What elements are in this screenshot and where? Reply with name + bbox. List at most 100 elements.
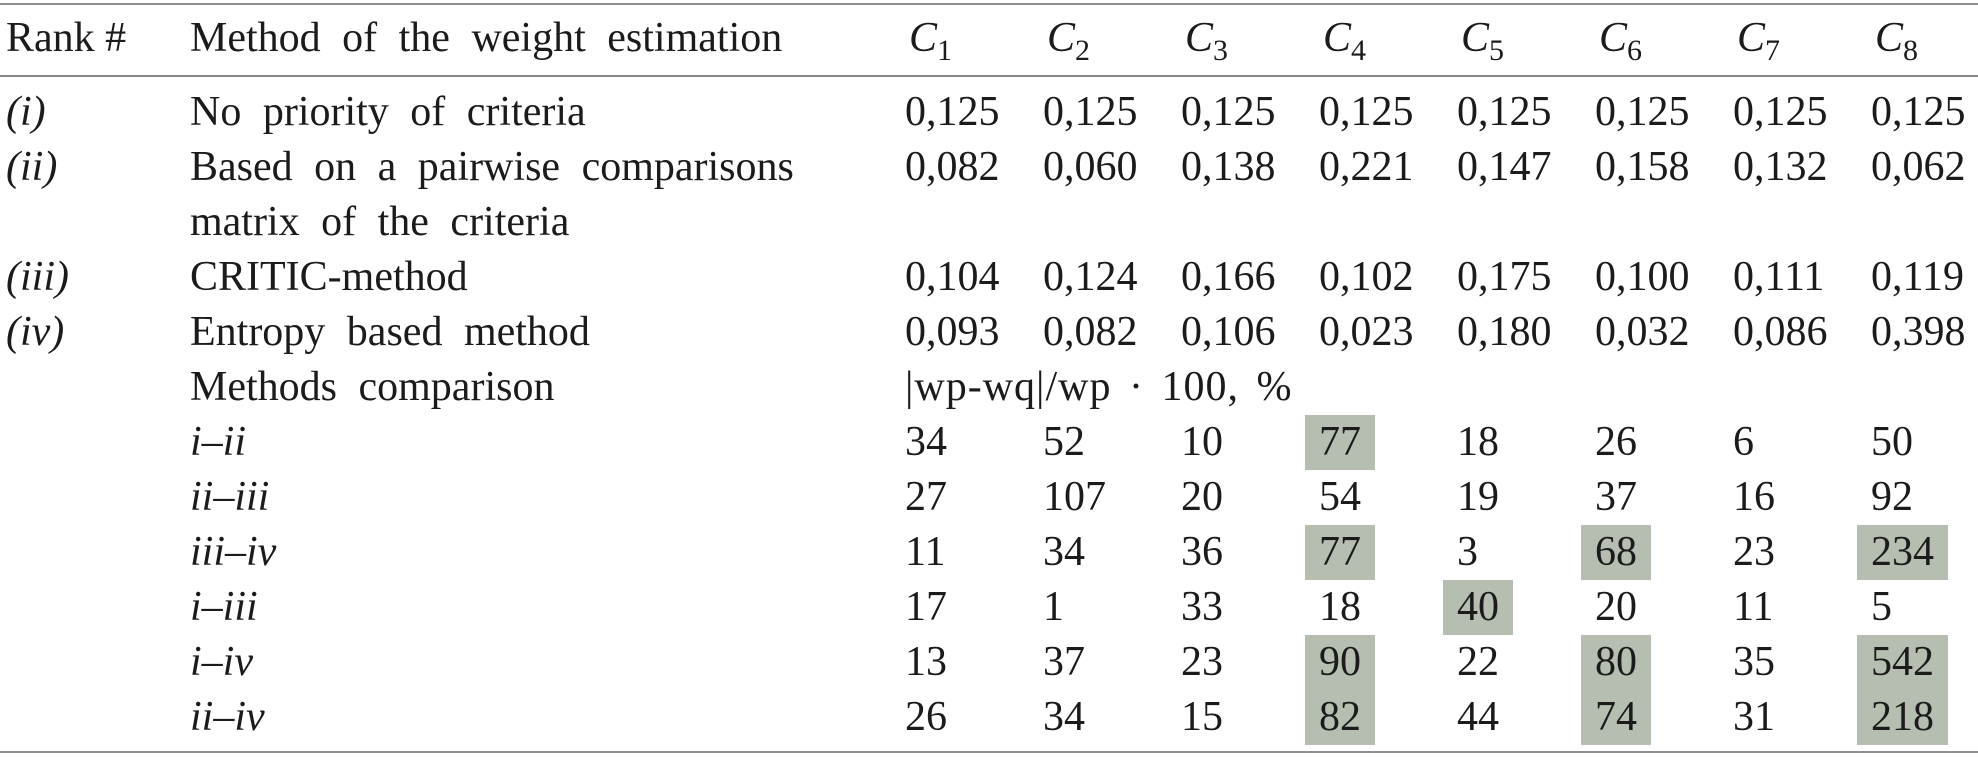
comparison-value-cell-c6: 26 [1595, 419, 1637, 465]
value-cell-c4: 0,221 [1319, 144, 1414, 190]
value-cell-c2: 0,125 [1043, 89, 1138, 135]
highlighted-value: 40 [1443, 580, 1513, 635]
col-header-criterion-6: C6 [1599, 15, 1643, 67]
value-cell-c1: 0,104 [905, 254, 1000, 300]
highlighted-value: 80 [1581, 635, 1651, 690]
value-cell-c7: 0,111 [1733, 254, 1825, 300]
comparison-value-cell-c1: 27 [905, 474, 947, 520]
value-cell-c2: 0,082 [1043, 309, 1138, 355]
value-cell-c6: 0,032 [1595, 309, 1690, 355]
comparison-value-cell-c6: 37 [1595, 474, 1637, 520]
comparison-pair-label: i–iii [190, 584, 258, 630]
value-cell-c4: 0,125 [1319, 89, 1414, 135]
highlighted-value: 82 [1305, 690, 1375, 745]
value-cell-c5: 0,125 [1457, 89, 1552, 135]
col-header-rank: Rank # [6, 15, 127, 61]
comparison-value-cell-c4: 90 [1305, 635, 1457, 690]
comparison-value-cell-c4: 82 [1305, 690, 1457, 745]
value-cell-c6: 0,125 [1595, 89, 1690, 135]
criterion-subscript: 8 [1903, 34, 1919, 67]
rank-cell: (i) [6, 89, 46, 135]
table-row-comparison-4: i–iv 13 37 23 90 22 80 35 542 [0, 635, 1978, 690]
comparison-header-row: Methods comparison |wp-wq|/wp · 100, % [0, 360, 1978, 415]
comparison-value-cell-c8: 234 [1857, 525, 1978, 580]
comparison-value-cell-c5: 40 [1443, 580, 1595, 635]
value-cell-c2: 0,124 [1043, 254, 1138, 300]
comparison-value-cell-c5: 44 [1457, 694, 1499, 740]
value-cell-c6: 0,158 [1595, 144, 1690, 190]
value-cell-c5: 0,175 [1457, 254, 1552, 300]
comparison-value-cell-c6: 20 [1595, 584, 1637, 630]
value-cell-c4: 0,023 [1319, 309, 1414, 355]
table-row-weight-0: (i) No priority of criteria 0,125 0,125 0,12… [0, 85, 1978, 140]
value-cell-c1: 0,125 [905, 89, 1000, 135]
comparison-value-cell-c2: 34 [1043, 694, 1085, 740]
highlighted-value: 74 [1581, 690, 1651, 745]
rank-cell: (iii) [6, 254, 69, 300]
criterion-subscript: 2 [1075, 34, 1091, 67]
comparison-value-cell-c2: 37 [1043, 639, 1085, 685]
value-cell-c1: 0,082 [905, 144, 1000, 190]
comparison-pair-label: i–ii [190, 419, 247, 465]
comparison-value-cell-c7: 11 [1733, 584, 1774, 630]
col-header-criterion-7: C7 [1737, 15, 1781, 67]
comparison-value-cell-c8: 542 [1857, 635, 1978, 690]
table-row-comparison-2: iii–iv 11 34 36 77 3 68 23 234 [0, 525, 1978, 580]
method-cell: No priority of criteria [190, 89, 586, 135]
comparison-value-cell-c5: 19 [1457, 474, 1499, 520]
comparison-label-cell: Methods comparison [190, 364, 555, 410]
comparison-value-cell-c7: 6 [1733, 419, 1754, 465]
comparison-value-cell-c6: 80 [1581, 635, 1733, 690]
comparison-value-cell-c8: 5 [1871, 584, 1892, 630]
comparison-value-cell-c7: 31 [1733, 694, 1775, 740]
criterion-subscript: 5 [1489, 34, 1505, 67]
highlighted-value: 68 [1581, 525, 1651, 580]
criterion-subscript: 1 [937, 34, 953, 67]
value-cell-c5: 0,180 [1457, 309, 1552, 355]
comparison-value-cell-c3: 20 [1181, 474, 1223, 520]
comparison-value-cell-c1: 34 [905, 419, 947, 465]
table-row-comparison-3: i–iii 17 1 33 18 40 20 11 5 [0, 580, 1978, 635]
criterion-subscript: 3 [1213, 34, 1229, 67]
table-body: (i) No priority of criteria 0,125 0,125 0,12… [0, 77, 1978, 745]
col-header-criterion-3: C3 [1185, 15, 1229, 67]
comparison-value-cell-c8: 92 [1871, 474, 1913, 520]
value-cell-c7: 0,125 [1733, 89, 1828, 135]
highlighted-value: 77 [1305, 415, 1375, 470]
comparison-pair-label: i–iv [190, 639, 253, 685]
method-cell: Based on a pairwise comparisons matrix o… [190, 144, 794, 245]
value-cell-c3: 0,125 [1181, 89, 1276, 135]
comparison-pair-label: ii–iii [190, 474, 270, 520]
comparison-value-cell-c1: 17 [905, 584, 947, 630]
table-row-comparison-0: i–ii 34 52 10 77 18 26 6 50 [0, 415, 1978, 470]
highlighted-value: 90 [1305, 635, 1375, 690]
comparison-value-cell-c2: 34 [1043, 529, 1085, 575]
value-cell-c6: 0,100 [1595, 254, 1690, 300]
comparison-value-cell-c1: 11 [905, 529, 946, 575]
weights-comparison-table: Rank # Method of the weight estimation C… [0, 3, 1978, 753]
highlighted-value: 77 [1305, 525, 1375, 580]
highlighted-value: 542 [1857, 635, 1948, 690]
table-row-comparison-1: ii–iii 27 107 20 54 19 37 16 92 [0, 470, 1978, 525]
comparison-value-cell-c1: 13 [905, 639, 947, 685]
comparison-value-cell-c3: 15 [1181, 694, 1223, 740]
value-cell-c7: 0,132 [1733, 144, 1828, 190]
comparison-value-cell-c5: 22 [1457, 639, 1499, 685]
value-cell-c8: 0,125 [1871, 89, 1966, 135]
table-header-row: Rank # Method of the weight estimation C… [0, 5, 1978, 77]
value-cell-c8: 0,119 [1871, 254, 1964, 300]
criterion-subscript: 7 [1765, 34, 1781, 67]
comparison-value-cell-c2: 107 [1043, 474, 1106, 520]
value-cell-c3: 0,138 [1181, 144, 1276, 190]
rank-cell: (ii) [6, 144, 58, 190]
comparison-value-cell-c6: 74 [1581, 690, 1733, 745]
comparison-value-cell-c4: 54 [1319, 474, 1361, 520]
value-cell-c7: 0,086 [1733, 309, 1828, 355]
col-header-criterion-8: C8 [1875, 15, 1919, 67]
table-row-weight-2: (iii) CRITIC-method 0,104 0,124 0,166 0,102 0,… [0, 250, 1978, 305]
comparison-pair-label: iii–iv [190, 529, 277, 575]
col-header-criterion-2: C2 [1047, 15, 1091, 67]
col-header-criterion-5: C5 [1461, 15, 1505, 67]
value-cell-c1: 0,093 [905, 309, 1000, 355]
comparison-value-cell-c7: 35 [1733, 639, 1775, 685]
